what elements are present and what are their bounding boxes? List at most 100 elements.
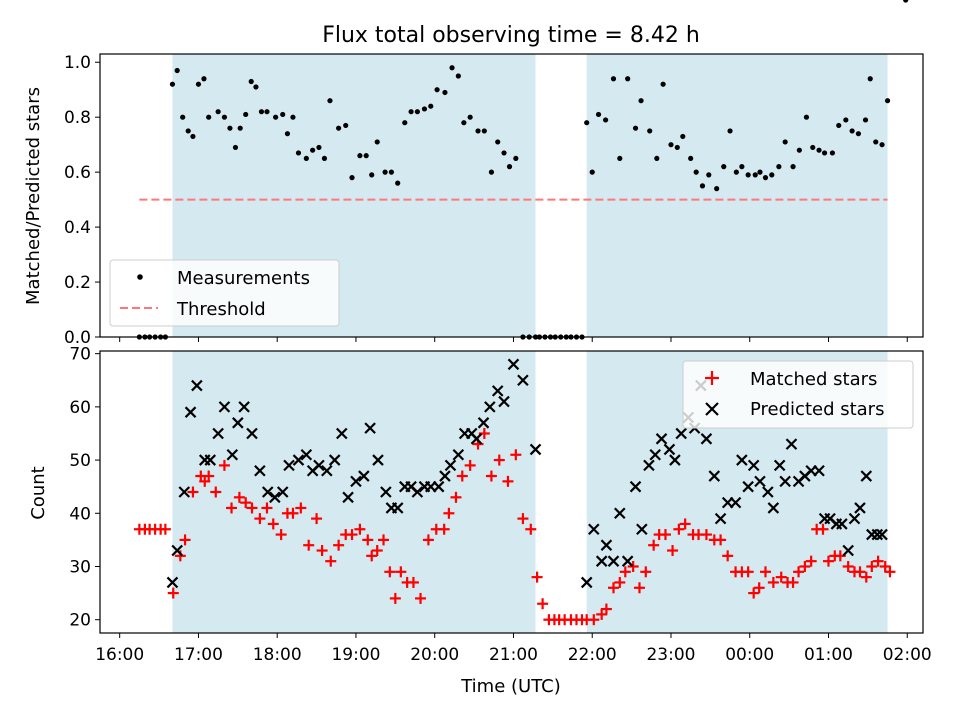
predicted-star-stroke-b [848, 512, 861, 525]
measurement-point [195, 81, 202, 87]
matched-star-point [854, 566, 866, 578]
predicted-star-point [736, 454, 748, 466]
measurement-point [849, 128, 855, 134]
predicted-star-stroke-b [212, 427, 224, 440]
predicted-star-point [836, 518, 848, 530]
measurement-point [374, 139, 380, 145]
matched-star-point [619, 566, 631, 578]
matched-star-point [759, 566, 771, 578]
predicted-star-stroke-b [595, 555, 608, 567]
measurement-point [428, 103, 434, 109]
predicted-star-point [649, 448, 662, 461]
predicted-star-point [342, 491, 354, 504]
matched-star-point [422, 534, 434, 546]
predicted-star-point [729, 496, 742, 509]
predicted-star-stroke-b [669, 454, 681, 466]
measurement-point [762, 175, 769, 181]
measurement-point [495, 139, 501, 145]
predicted-star-stroke-b [191, 379, 203, 392]
predicted-star-stroke-b [629, 480, 642, 493]
matched-star-point [246, 502, 258, 514]
count-observing-window-0 [172, 351, 536, 633]
predicted-star-point [372, 454, 384, 466]
measurement-point [190, 133, 196, 140]
matched-star-point [600, 603, 612, 615]
ratio-observing-window-1 [586, 54, 888, 337]
predicted-star-point [204, 454, 217, 466]
measurement-point [584, 120, 590, 126]
measurement-point [221, 114, 228, 120]
predicted-star-stroke-b [762, 486, 774, 498]
predicted-star-stroke-b [824, 512, 836, 525]
measurement-point [461, 120, 467, 126]
matched-star-point [233, 491, 245, 503]
measurement-point [253, 84, 259, 90]
measurement-point [227, 125, 233, 131]
predicted-star-stroke-b [391, 502, 404, 514]
predicted-star-stroke-b [507, 358, 520, 371]
predicted-star-point [246, 427, 258, 440]
measurement-point [369, 172, 375, 178]
x-tick-label: 01:00 [804, 645, 853, 665]
matched-star-point [822, 555, 834, 567]
measurement-point [180, 114, 186, 120]
matched-star-point [667, 545, 679, 557]
measurement-point [237, 125, 243, 131]
predicted-star-point [350, 475, 362, 488]
predicted-star-point [621, 555, 634, 567]
predicted-star-stroke-b [261, 486, 274, 498]
predicted-star-stroke-b [321, 464, 333, 477]
predicted-star-point [588, 523, 600, 536]
predicted-star-stroke-b [328, 454, 341, 466]
predicted-star-stroke-b [477, 417, 490, 429]
predicted-star-stroke-b [292, 454, 305, 466]
matched-star-point [464, 459, 476, 471]
predicted-star-point [614, 507, 626, 520]
predicted-star-point [218, 401, 231, 413]
ratio-y-tick-label: 0.6 [64, 163, 91, 183]
predicted-star-stroke-b [529, 443, 542, 456]
matched-star-point [267, 518, 279, 530]
predicted-star-point [629, 480, 642, 493]
predicted-star-point [238, 401, 250, 413]
measurement-point [280, 111, 286, 118]
measurement-point [867, 76, 873, 82]
predicted-star-stroke-b [636, 523, 648, 536]
predicted-star-stroke-b [842, 544, 854, 557]
matched-star-point [787, 576, 799, 588]
measurement-point [357, 153, 363, 159]
ratio-y-tick-label: 0.2 [64, 273, 91, 293]
count-legend: Matched stars Predicted stars [682, 360, 914, 429]
predicted-star-stroke-b [372, 454, 384, 466]
matched-star-point [679, 518, 691, 530]
measurement-point [603, 117, 609, 123]
predicted-star-point [391, 502, 404, 514]
predicted-star-stroke-b [700, 433, 713, 445]
predicted-star-stroke-b [754, 475, 766, 488]
predicted-star-stroke-b [269, 491, 281, 504]
predicted-star-stroke-b [663, 443, 676, 456]
predicted-star-stroke-b [226, 448, 239, 461]
predicted-star-point [762, 486, 774, 498]
predicted-star-point [747, 459, 760, 472]
x-tick-label: 22:00 [568, 645, 617, 665]
matched-star-point [443, 507, 455, 519]
predicted-star-point [773, 459, 786, 472]
predicted-star-point [600, 539, 613, 551]
predicted-star-stroke-b [380, 486, 392, 498]
predicted-star-point [595, 555, 608, 567]
ratio-y-axis-label: Matched/Predicted stars [23, 87, 44, 305]
predicted-star-point [529, 443, 542, 456]
matched-star-point [607, 582, 619, 594]
matched-star-point [715, 534, 727, 546]
measurement-point [589, 169, 595, 175]
measurement-point [647, 128, 653, 134]
predicted-star-point [767, 502, 780, 514]
measurement-point [680, 133, 686, 140]
measurement-point [816, 147, 822, 153]
predicted-star-point [439, 470, 451, 482]
measurement-point [321, 155, 328, 162]
measurement-point [388, 169, 394, 175]
predicted-star-point [498, 395, 510, 408]
measurement-point [617, 155, 623, 162]
